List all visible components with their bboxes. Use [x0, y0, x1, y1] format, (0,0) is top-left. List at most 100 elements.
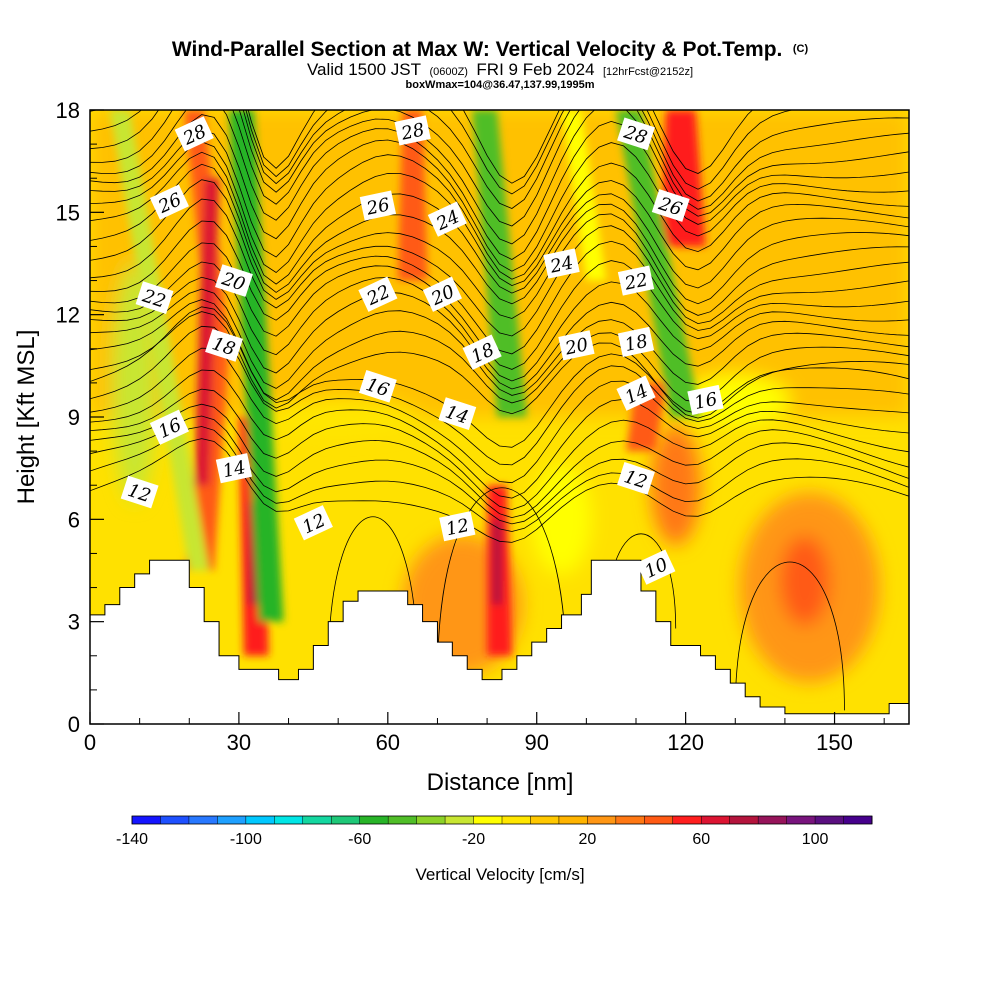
x-tick-label: 30: [227, 730, 251, 755]
colorbar-tick-label: 20: [578, 831, 596, 848]
colorbar-tick-label: 100: [802, 831, 829, 848]
contour-label-box: [394, 115, 431, 146]
y-tick-label: 3: [68, 610, 80, 635]
utc-time: (0600Z): [429, 66, 468, 78]
theta-contour: [90, 369, 909, 499]
east-updraft-core: [779, 535, 830, 626]
contour-label: 14: [616, 375, 656, 411]
pot-temp-contours: [90, 110, 909, 711]
contour-label-box: [205, 329, 243, 362]
contour-label-box: [358, 369, 397, 403]
theta-contour: [90, 220, 909, 355]
theta-contour: [90, 276, 909, 390]
contour-label: 20: [558, 330, 595, 361]
colorbar-tick-label: 60: [692, 831, 710, 848]
contour-label-text: 28: [399, 119, 427, 145]
contour-label-box: [558, 330, 595, 361]
colorbar-segment: [359, 816, 389, 824]
contour-label-box: [215, 453, 253, 484]
x-tick-label: 60: [376, 730, 400, 755]
colorbar-segment: [416, 816, 446, 824]
contour-label: 20: [215, 264, 253, 297]
x-tick-label: 0: [84, 730, 96, 755]
contour-label: 22: [135, 281, 174, 314]
contour-label: 16: [149, 409, 189, 445]
contour-label-box: [439, 511, 476, 542]
forecast-info: [12hrFcst@2152z]: [603, 66, 693, 78]
colorbar-segment: [217, 816, 247, 824]
theta-contour: [90, 114, 909, 272]
theta-contour: [90, 242, 909, 370]
theta-contour: [90, 306, 909, 448]
colorbar-segment: [758, 816, 788, 824]
x-axis: 0 30 60 90 120 150: [84, 712, 885, 755]
theta-contour: [90, 110, 909, 227]
y-tick-label: 15: [56, 200, 80, 225]
contour-label-box: [462, 334, 502, 370]
theta-contour: [90, 198, 909, 337]
plot-area: [90, 110, 909, 724]
updraft-band-upper-central: [397, 110, 428, 281]
theta-contour: [90, 110, 794, 195]
contour-label: 16: [687, 384, 724, 416]
contour-label-text: 18: [623, 331, 650, 356]
contour-label-box: [422, 276, 462, 312]
valid-date: FRI 9 Feb 2024: [476, 60, 594, 79]
theta-contour: [90, 179, 909, 319]
contour-label-text: 24: [547, 252, 575, 278]
theta-contour: [90, 163, 909, 305]
chart-title: Wind-Parallel Section at Max W: Vertical…: [172, 38, 783, 61]
colorbar-segment: [701, 816, 731, 824]
theta-contour: [90, 151, 909, 294]
contour-label-box: [293, 505, 333, 541]
box-wmax-info: boxWmax=104@36.47,137.99,1995m: [406, 79, 595, 91]
colorbar-segment: [473, 816, 503, 824]
contour-label: 26: [359, 190, 397, 221]
theta-contour: [90, 129, 909, 280]
theta-contour-low: [734, 561, 845, 711]
title-block: Wind-Parallel Section at Max W: Vertical…: [172, 38, 809, 91]
theta-contour: [90, 426, 909, 532]
colorbar-segment: [530, 816, 560, 824]
contour-label-box: [651, 189, 690, 222]
colorbar-tick-label: -100: [230, 831, 262, 848]
contour-label-box: [543, 248, 580, 279]
colorbar-segment: [615, 816, 645, 824]
contour-label-text: 22: [622, 269, 650, 295]
contour-label: 18: [617, 326, 655, 358]
theta-contour: [90, 299, 909, 404]
contour-label-box: [617, 326, 655, 358]
x-tick-label: 120: [667, 730, 704, 755]
y-axis-title: Height [Kft MSL]: [13, 330, 40, 505]
y-tick-label: 9: [68, 405, 80, 430]
colorbar-tick-label: -20: [462, 831, 485, 848]
x-axis-title: Distance [nm]: [427, 769, 574, 796]
central-downdraft-region: [531, 464, 592, 575]
west-downdraft-region: [112, 262, 157, 503]
svg-text:Valid 1500 JST (0600Z): Valid 1500 JST (0600Z) FRI 9 Feb 2024 [1…: [307, 60, 693, 79]
y-axis: 0 3 6 9 12 15 18: [56, 98, 104, 737]
colorbar-segment: [160, 816, 190, 824]
contour-label-text: 12: [444, 515, 471, 540]
contour-label-box: [617, 265, 655, 296]
x-tick-label: 90: [524, 730, 548, 755]
colorbar-segment: [302, 816, 332, 824]
contour-label-text: 20: [562, 334, 590, 360]
theta-contour: [90, 110, 909, 245]
contour-label-box: [215, 264, 253, 297]
contour-label-text: 26: [364, 194, 392, 220]
contour-label: 12: [439, 511, 476, 542]
colorbar-segment: [445, 816, 475, 824]
colorbar-segment: [388, 816, 418, 824]
theta-contour: [90, 110, 909, 209]
contour-label-box: [135, 281, 174, 314]
colorbar-segment: [815, 816, 845, 824]
contour-label-text: 16: [692, 389, 719, 414]
colorbar: -140 -100 -60 -20 20 60 100: [116, 815, 873, 848]
colorbar-segment: [274, 816, 304, 824]
contour-label: 28: [394, 115, 431, 146]
y-tick-label: 18: [56, 98, 80, 123]
theta-contour: [247, 110, 754, 184]
